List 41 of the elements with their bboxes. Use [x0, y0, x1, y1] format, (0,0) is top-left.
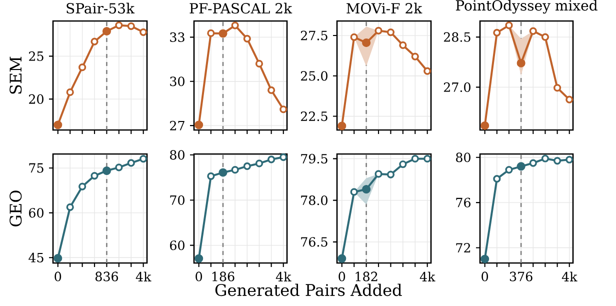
x-tick-label: 836 [95, 272, 118, 282]
x-tick-label: 186 [212, 272, 234, 282]
y-tick-label: 25 [29, 51, 44, 61]
x-tick-label: 0 [196, 272, 202, 282]
x-tick-label: 0 [338, 272, 346, 282]
x-tick-label: 376 [510, 272, 532, 282]
y-tick-label: 27.5 [300, 30, 328, 40]
y-tick-label: 76.5 [301, 237, 328, 247]
x-tick-label: 4k [562, 272, 578, 282]
y-tick-label: 33 [170, 32, 184, 42]
y-tick-label: 60 [170, 240, 184, 250]
y-tick-label: 20 [29, 94, 44, 104]
chart-title: MOVi-F 2k [346, 2, 422, 14]
x-tick-label: 4k [420, 272, 436, 282]
y-tick-label: 60 [29, 208, 44, 218]
y-tick-label: 25.0 [300, 71, 328, 81]
y-axis-title: SEM [10, 56, 22, 94]
y-tick-label: 80 [456, 152, 470, 162]
x-tick-label: 4k [136, 272, 152, 282]
y-tick-label: 80 [170, 150, 184, 160]
y-tick-label: 22.5 [300, 111, 328, 122]
x-tick-label: 4k [276, 272, 292, 282]
y-tick-label: 27 [170, 120, 184, 130]
y-tick-label: 70 [170, 195, 184, 205]
y-tick-label: 30 [170, 76, 184, 86]
y-tick-label: 75 [29, 163, 44, 173]
x-tick-label: 0 [482, 272, 488, 282]
y-tick-label: 28.5 [444, 32, 470, 42]
y-tick-label: 76 [456, 198, 470, 208]
y-axis-title: GEO [10, 190, 22, 226]
y-tick-label: 78.0 [301, 196, 328, 206]
y-tick-label: 79.5 [301, 154, 328, 164]
y-tick-label: 72 [456, 243, 470, 252]
y-tick-label: 27.0 [444, 82, 470, 92]
x-axis-title: Generated Pairs Added [215, 284, 402, 296]
chart-title: PF-PASCAL 2k [190, 2, 292, 14]
y-tick-label: 45 [28, 252, 44, 262]
chart-title: SPair-53k [66, 2, 135, 14]
x-tick-label: 0 [54, 272, 62, 282]
x-tick-label: 182 [356, 272, 378, 282]
chart-title: PointOdyssey mixed [456, 0, 598, 14]
